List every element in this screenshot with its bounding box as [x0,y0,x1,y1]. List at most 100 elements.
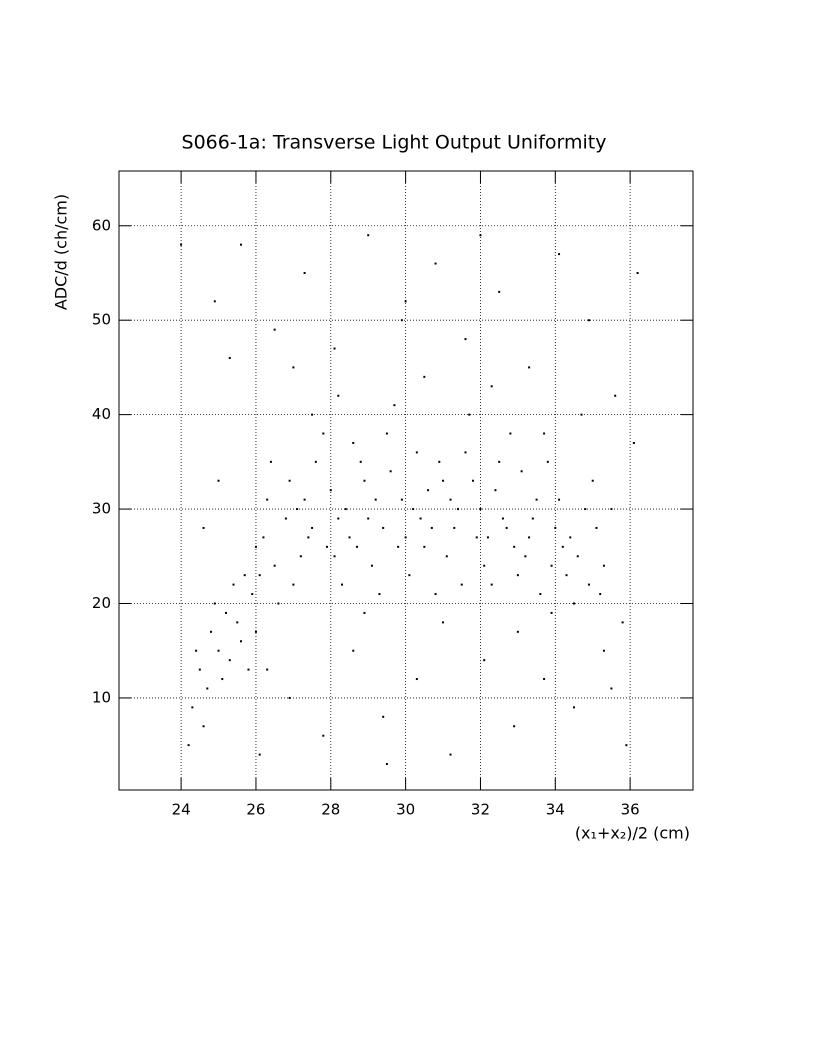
x-tick-label: 32 [471,801,490,819]
point [573,602,576,605]
point [434,262,437,265]
point [404,300,407,303]
point [225,611,228,614]
point [584,508,587,511]
point [341,583,344,586]
point [337,394,340,397]
point [262,536,265,539]
point [524,555,527,558]
point [483,564,486,567]
point [228,659,231,662]
point [273,328,276,331]
point [404,536,407,539]
point [198,668,201,671]
x-tick-label: 28 [321,801,340,819]
point [501,517,504,520]
point [393,404,396,407]
point [573,706,576,709]
point [311,413,314,416]
point [490,583,493,586]
point [254,630,257,633]
y-tick-label: 20 [92,594,111,612]
point [535,498,538,501]
point [382,715,385,718]
point [266,668,269,671]
x-axis-label: (x₁+x₂)/2 (cm) [575,824,690,843]
point [412,508,415,511]
point [277,602,280,605]
point [367,517,370,520]
point [239,243,242,246]
point [475,536,478,539]
point [303,271,306,274]
y-tick-label: 60 [92,216,111,234]
x-tick-label: 36 [621,801,640,819]
point [370,564,373,567]
point [385,432,388,435]
point [494,489,497,492]
point [427,489,430,492]
point [636,271,639,274]
point [595,526,598,529]
point [202,725,205,728]
point [221,678,224,681]
point [352,649,355,652]
point [602,564,605,567]
point [247,668,250,671]
point [303,498,306,501]
point [576,555,579,558]
point [273,564,276,567]
point [539,593,542,596]
point [513,545,516,548]
y-tick-label: 50 [92,311,111,329]
point [445,555,448,558]
x-tick-label: 34 [546,801,565,819]
point [591,479,594,482]
point [550,611,553,614]
point [191,706,194,709]
point [531,517,534,520]
point [337,517,340,520]
point [438,460,441,463]
point [217,479,220,482]
point [498,290,501,293]
point [333,555,336,558]
point [236,621,239,624]
point [180,243,183,246]
point [449,498,452,501]
point [457,508,460,511]
point [471,479,474,482]
point [602,649,605,652]
point [468,413,471,416]
point [367,234,370,237]
point [333,347,336,350]
point [251,593,254,596]
point [464,451,467,454]
point [453,526,456,529]
point [558,498,561,501]
point [520,470,523,473]
point [363,479,366,482]
point [311,526,314,529]
point [243,574,246,577]
point [442,479,445,482]
point [587,583,590,586]
point [400,498,403,501]
point [359,460,362,463]
point [561,545,564,548]
point [385,763,388,766]
point [569,536,572,539]
point [528,366,531,369]
point [434,593,437,596]
point [210,630,213,633]
point [516,630,519,633]
point [498,460,501,463]
x-tick-label: 30 [396,801,415,819]
point [528,536,531,539]
y-tick-label: 40 [92,405,111,423]
point [486,536,489,539]
point [352,441,355,444]
point [213,602,216,605]
point [587,319,590,322]
point [307,536,310,539]
